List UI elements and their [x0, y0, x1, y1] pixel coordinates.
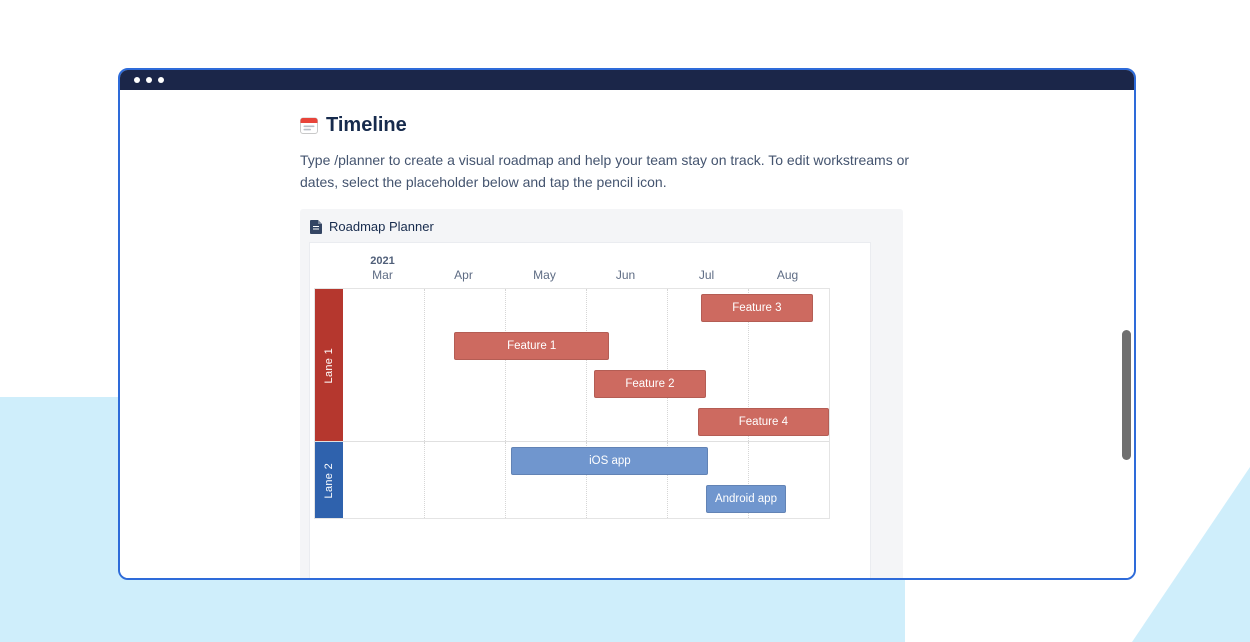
gantt-bar-feature-2[interactable]: Feature 2	[594, 370, 706, 399]
calendar-icon	[300, 117, 318, 134]
window-control-dot[interactable]	[158, 77, 164, 83]
lane-2: Lane 2 iOS app Android app	[315, 441, 829, 519]
browser-titlebar	[120, 70, 1134, 90]
page-title: Timeline	[326, 114, 407, 136]
gantt-bar-ios-app[interactable]: iOS app	[511, 447, 709, 476]
window-control-dot[interactable]	[146, 77, 152, 83]
lane-1: Lane 1 Feature 3 Feature 1 Feature 2 Feature…	[315, 289, 829, 442]
axis-month-label: Aug	[776, 268, 799, 283]
axis-year-label	[585, 255, 666, 268]
month-gridline	[748, 442, 749, 519]
axis-month-aug: Aug	[747, 255, 828, 282]
axis-year-label	[504, 255, 585, 268]
month-gridline	[667, 289, 668, 442]
month-gridline	[586, 289, 587, 442]
document-area: Timeline Type /planner to create a visua…	[120, 90, 1134, 578]
axis-month-label: May	[533, 268, 556, 283]
axis-year-label	[423, 255, 504, 268]
window-control-dot[interactable]	[134, 77, 140, 83]
gantt-bar-feature-4[interactable]: Feature 4	[697, 408, 829, 437]
page-title-row: Timeline	[300, 114, 1134, 137]
axis-year-label	[747, 255, 828, 268]
axis-month-label: Jun	[615, 268, 636, 283]
gantt-bar-android-app[interactable]: Android app	[705, 485, 787, 514]
lane-1-label: Lane 1	[315, 289, 343, 442]
month-gridline	[424, 442, 425, 519]
decorative-shape-right	[1132, 467, 1250, 642]
axis-month-label: Jul	[698, 268, 715, 283]
browser-window: Timeline Type /planner to create a visua…	[118, 68, 1136, 580]
axis-month-jul: Jul	[666, 255, 747, 282]
month-gridline	[505, 442, 506, 519]
axis-month-may: May	[504, 255, 585, 282]
lane-2-label: Lane 2	[315, 442, 343, 519]
month-gridline	[586, 442, 587, 519]
month-gridline	[748, 289, 749, 442]
timeline-axis: 2021 Mar Apr May Jun Jul Aug	[342, 255, 870, 282]
macro-title: Roadmap Planner	[329, 219, 434, 235]
roadmap-chart: 2021 Mar Apr May Jun Jul Aug Lane 1 Feature 3 Fe…	[310, 243, 870, 578]
page-icon	[310, 219, 322, 234]
intro-text: Type /planner to create a visual roadmap…	[300, 152, 910, 190]
gantt-lanes: Lane 1 Feature 3 Feature 1 Feature 2 Feature…	[314, 288, 830, 520]
macro-header: Roadmap Planner	[310, 219, 893, 234]
browser-content: Timeline Type /planner to create a visua…	[120, 90, 1134, 578]
scrollbar-thumb[interactable]	[1122, 330, 1131, 460]
axis-month-label: Mar	[372, 268, 393, 283]
month-gridline	[424, 289, 425, 442]
roadmap-planner-macro[interactable]: Roadmap Planner 2021 Mar Apr May Jun Jul Aug L…	[300, 209, 903, 578]
axis-month-mar: 2021 Mar	[342, 255, 423, 282]
axis-month-jun: Jun	[585, 255, 666, 282]
month-gridline	[505, 289, 506, 442]
gantt-bar-feature-1[interactable]: Feature 1	[453, 332, 610, 361]
gantt-bar-feature-3[interactable]: Feature 3	[701, 294, 813, 323]
lane-2-rows: iOS app Android app	[343, 442, 829, 519]
axis-year-label: 2021	[370, 255, 395, 268]
axis-month-label: Apr	[454, 268, 473, 283]
axis-year-label	[666, 255, 747, 268]
axis-month-apr: Apr	[423, 255, 504, 282]
lane-1-rows: Feature 3 Feature 1 Feature 2 Feature 4	[343, 289, 829, 442]
month-gridline	[667, 442, 668, 519]
